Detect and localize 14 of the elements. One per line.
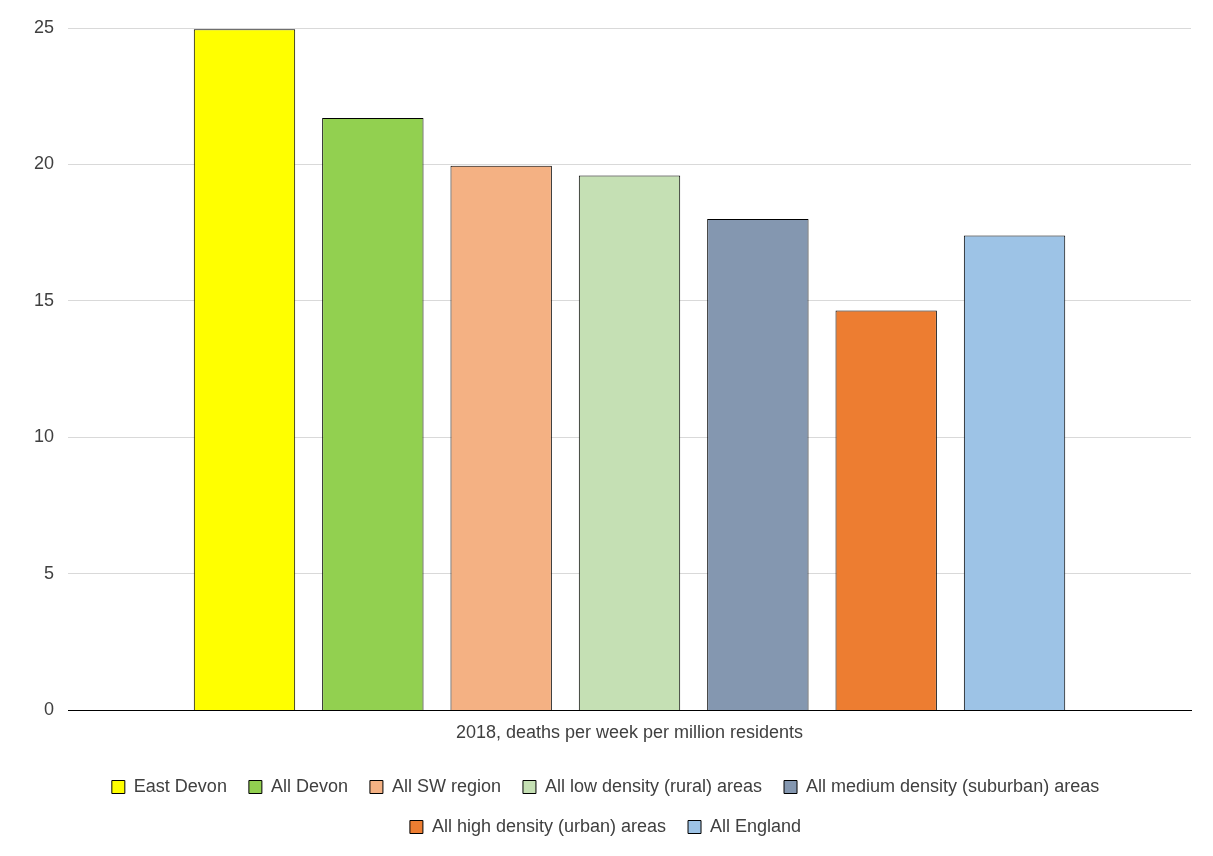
legend-label: East Devon	[133, 775, 227, 796]
legend-label: All high density (urban) areas	[431, 815, 667, 836]
y-tick-label: 5	[44, 562, 55, 583]
y-tick-label: 25	[33, 16, 55, 37]
legend-label: All medium density (suburban) areas	[806, 775, 1100, 796]
y-tick-label: 0	[44, 699, 55, 720]
x-tick-label: 2018, deaths per week per million residents	[455, 722, 804, 743]
legend-label: All low density (rural) areas	[544, 775, 763, 796]
y-tick-label: 15	[33, 289, 55, 310]
legend-label: All England	[710, 815, 802, 836]
y-tick-label: 20	[33, 153, 55, 174]
legend-label: All SW region	[391, 775, 501, 796]
y-tick-label: 10	[33, 426, 55, 447]
legend-label: All Devon	[270, 775, 348, 796]
